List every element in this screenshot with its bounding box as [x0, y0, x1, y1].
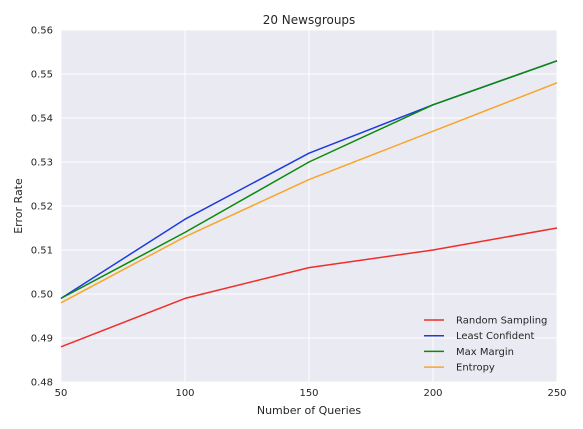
series-line-0	[60, 227, 558, 348]
x-axis-label: Number of Queries	[257, 404, 362, 417]
x-tick-label: 100	[175, 388, 194, 399]
y-tick-label: 0.51	[31, 246, 53, 257]
legend-label: Least Confident	[456, 331, 535, 342]
y-tick-label: 0.50	[31, 290, 53, 301]
chart-title: 20 Newsgroups	[263, 13, 356, 27]
y-tick-labels: 0.48 0.49 0.50 0.51 0.52 0.53 0.54 0.55 0.56	[31, 26, 53, 389]
legend-label: Random Sampling	[456, 316, 547, 327]
x-tick-labels: 50 100 150 200 250	[55, 388, 567, 399]
x-tick-label: 150	[299, 388, 318, 399]
legend-label: Max Margin	[456, 347, 514, 358]
y-tick-label: 0.53	[31, 158, 53, 169]
series-lines	[60, 60, 558, 348]
y-tick-label: 0.56	[31, 26, 53, 37]
x-tick-label: 250	[547, 388, 566, 399]
series-line-2	[60, 60, 558, 300]
y-tick-label: 0.49	[31, 334, 53, 345]
y-tick-label: 0.52	[31, 202, 53, 213]
y-tick-label: 0.55	[31, 70, 53, 81]
y-tick-label: 0.48	[31, 378, 53, 389]
x-tick-label: 200	[423, 388, 442, 399]
series-line-3	[60, 82, 558, 304]
x-tick-label: 50	[55, 388, 68, 399]
legend: Random Sampling Least Confident Max Margin…	[424, 316, 547, 374]
legend-label: Entropy	[456, 363, 495, 374]
y-tick-label: 0.54	[31, 114, 53, 125]
y-axis-label: Error Rate	[12, 178, 25, 234]
